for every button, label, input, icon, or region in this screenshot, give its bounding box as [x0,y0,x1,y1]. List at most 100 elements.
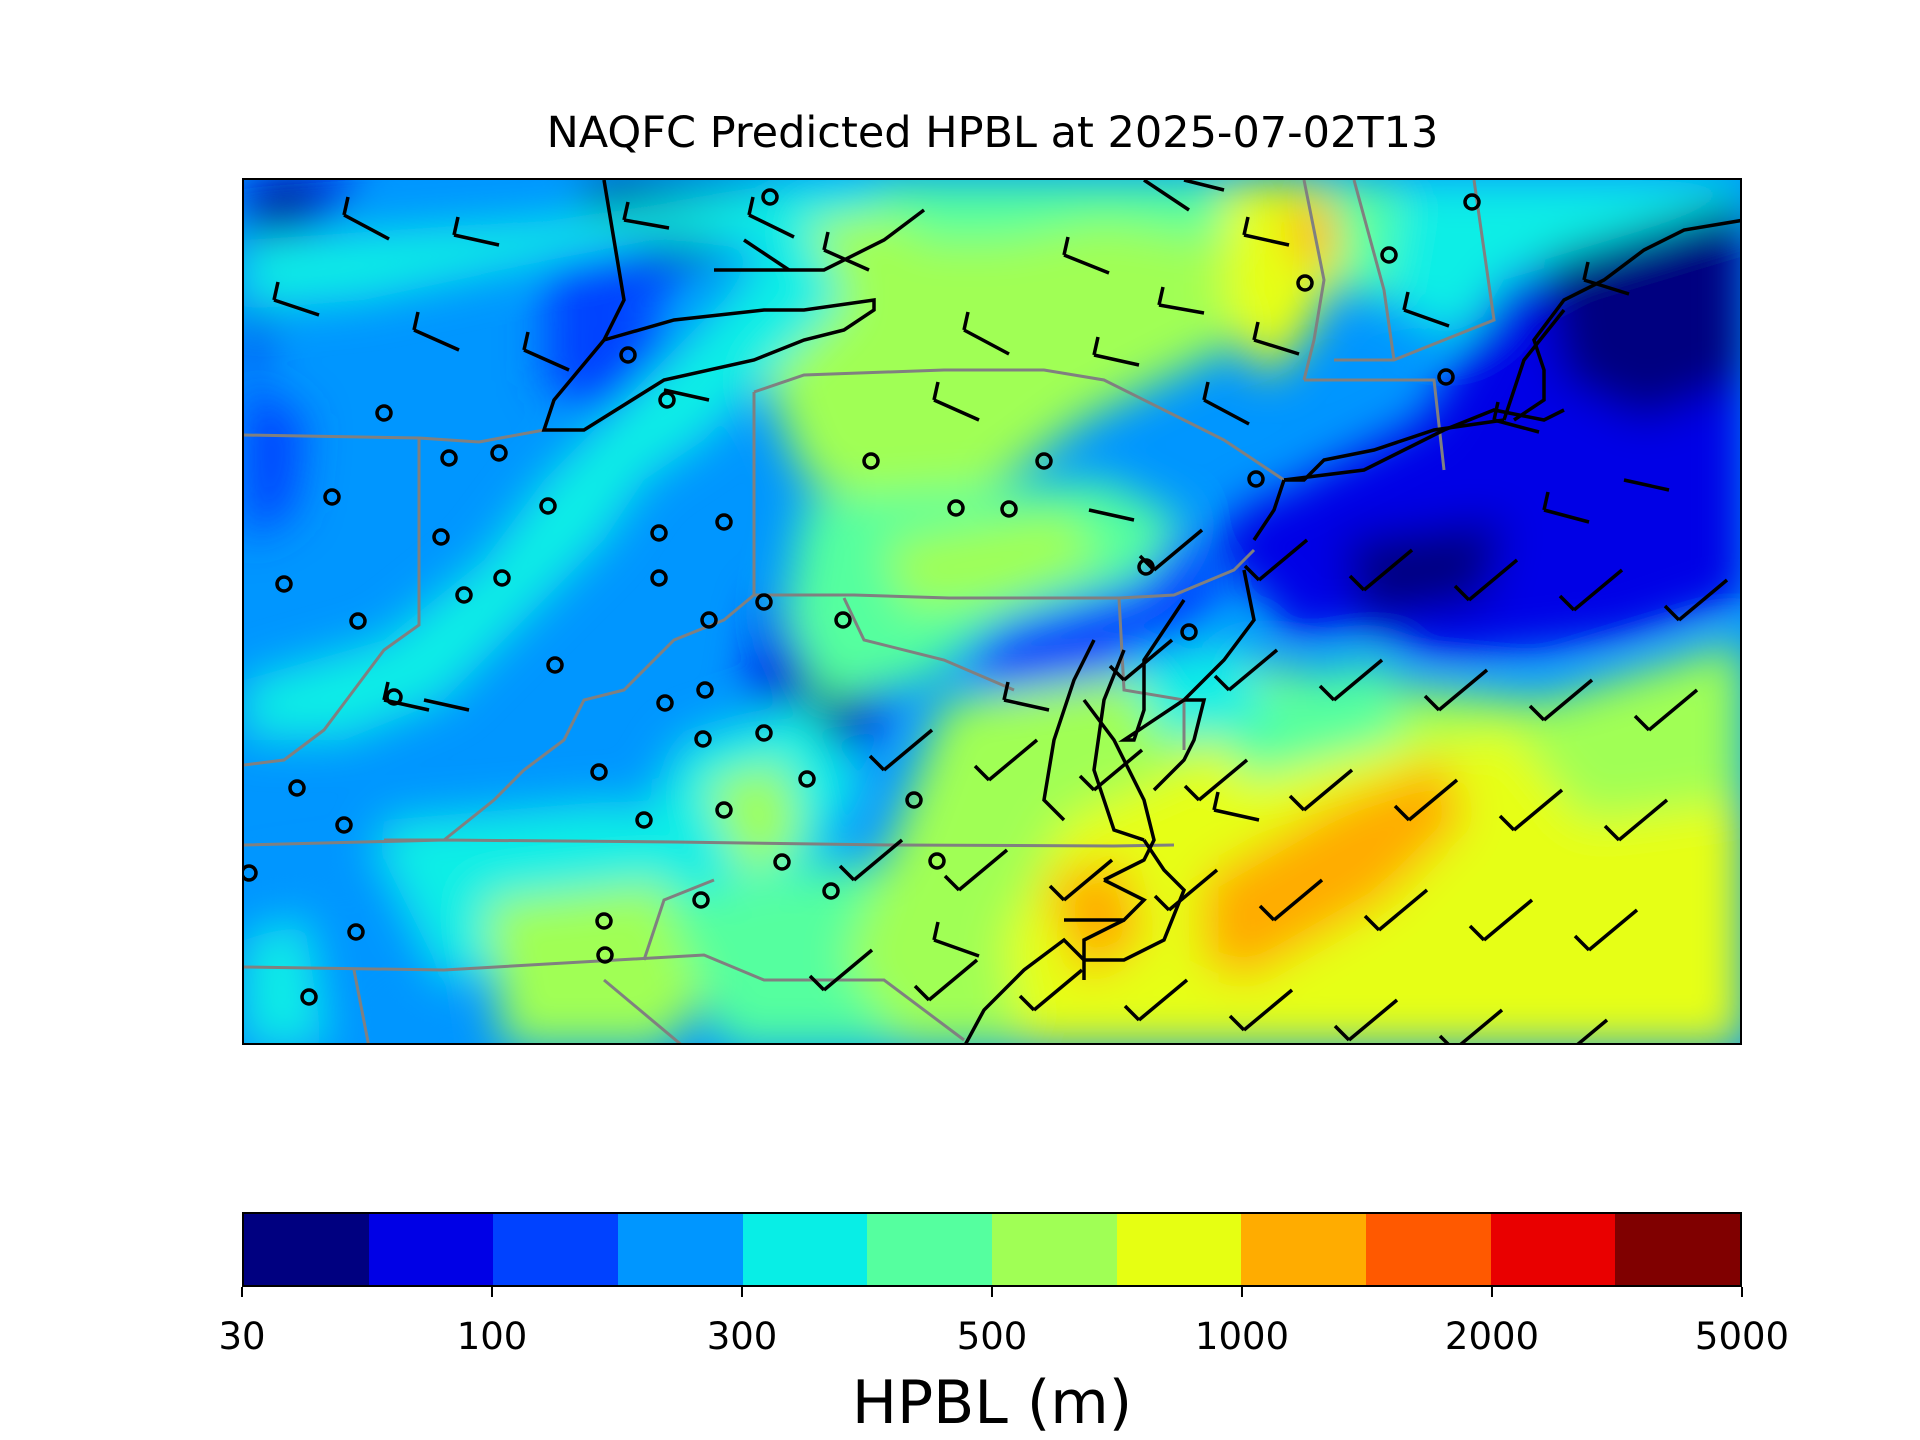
calm-wind-circle [619,346,637,364]
hpbl-map [244,180,1740,1043]
calm-wind-circle [385,688,403,706]
colorbar [242,1212,1742,1287]
colorbar-tick-label: 2000 [1444,1315,1540,1358]
wind-barb [1528,678,1594,722]
calm-wind-circle [905,791,923,809]
wind-barb [1623,478,1670,492]
wind-barb [1143,180,1190,212]
calm-wind-circle [1380,246,1398,264]
wind-barb [1092,336,1140,367]
wind-barbs [272,180,1729,1043]
wind-barb [943,848,1009,892]
wind-barb [1603,798,1669,842]
wind-barb [1228,988,1294,1032]
wind-barb [1157,286,1205,315]
calm-wind-circle [490,444,508,462]
map-title: NAQFC Predicted HPBL at 2025-07-02T13 [546,108,1439,158]
wind-barb [663,388,710,402]
wind-barb [1108,638,1174,682]
colorbar-segment [1490,1214,1616,1285]
wind-barb [1348,548,1414,592]
coastlines [541,180,1740,1043]
calm-wind-circle [773,853,791,871]
wind-barb [522,331,570,372]
calm-wind-circle [1000,500,1018,518]
calm-wind-circle [700,611,718,629]
wind-barb [272,281,320,317]
colorbar-segment [1116,1214,1242,1285]
colorbar-segment [244,1214,369,1285]
calm-wind-circle [375,404,393,422]
colorbar-tick [741,1287,743,1297]
calm-wind-circle [650,524,668,542]
colorbar-ticks: 30 100 300 500 1000 2000 5000 [218,1287,1789,1358]
calm-wind-circle [300,988,318,1006]
wind-barb [452,216,500,247]
calm-wind-circle [650,569,668,587]
wind-barb [1183,758,1249,802]
colorbar-segment [1615,1214,1741,1285]
wind-barb [838,838,904,882]
wind-barb [1576,1018,1609,1043]
colorbar-segment [1241,1214,1367,1285]
calm-wind-circle [635,811,653,829]
wind-barb [1633,688,1699,732]
wind-barb [1542,491,1590,524]
calm-wind-circle [715,801,733,819]
wind-barb [1002,681,1050,712]
colorbar-tick-label: 1000 [1194,1315,1290,1358]
wind-barb [1258,878,1324,922]
wind-barb [1088,508,1135,522]
wind-barb [1153,868,1219,912]
calm-wind-circle [1296,274,1314,292]
wind-barb [868,728,934,772]
calm-wind-circle [755,724,773,742]
calm-wind-circle [432,528,450,546]
wind-barb [1212,791,1260,822]
calm-wind-circle [1247,470,1265,488]
calm-wind-circle [947,499,965,517]
colorbar-segment [867,1214,993,1285]
calm-wind-circle [455,586,473,604]
wind-barb [1498,788,1564,832]
calm-wind-circle [1463,193,1481,211]
wind-barb [1663,578,1729,622]
calm-wind-circle [928,852,946,870]
colorbar-segment [742,1214,868,1285]
wind-barb [743,238,790,272]
calm-wind-circle [440,449,458,467]
wind-barb [747,196,795,239]
wind-barb [1048,858,1114,902]
colorbar-label: HPBL (m) [851,1368,1133,1438]
wind-barb [932,921,980,958]
calm-wind-circle [696,681,714,699]
wind-barb [1492,401,1540,434]
wind-barb [1468,898,1534,942]
map-frame [242,178,1742,1045]
wind-barb [412,311,460,352]
calm-wind-circle [546,656,564,674]
calm-wind-circle [539,497,557,515]
calm-wind-circle [1137,558,1155,576]
calm-wind-circle [347,923,365,941]
colorbar-tick [991,1287,993,1297]
wind-barb [1202,381,1250,426]
colorbar-segment [493,1214,619,1285]
calm-wind-circle [834,611,852,629]
wind-barb [1078,748,1144,792]
calm-wind-circle [493,569,511,587]
calm-wind-circle [761,188,779,206]
wind-barb [962,311,1010,356]
wind-barb [1062,236,1110,275]
calm-wind-circle [595,912,613,930]
wind-barb [1123,978,1189,1022]
calm-wind-circle [335,816,353,834]
wind-barb [342,196,390,241]
wind-barb [1423,668,1489,712]
calm-wind-circle [1035,452,1053,470]
calm-wind-circle [288,779,306,797]
colorbar-tick-label: 300 [706,1315,778,1358]
calm-wind-circle [862,452,880,470]
wind-barb [1288,768,1354,812]
